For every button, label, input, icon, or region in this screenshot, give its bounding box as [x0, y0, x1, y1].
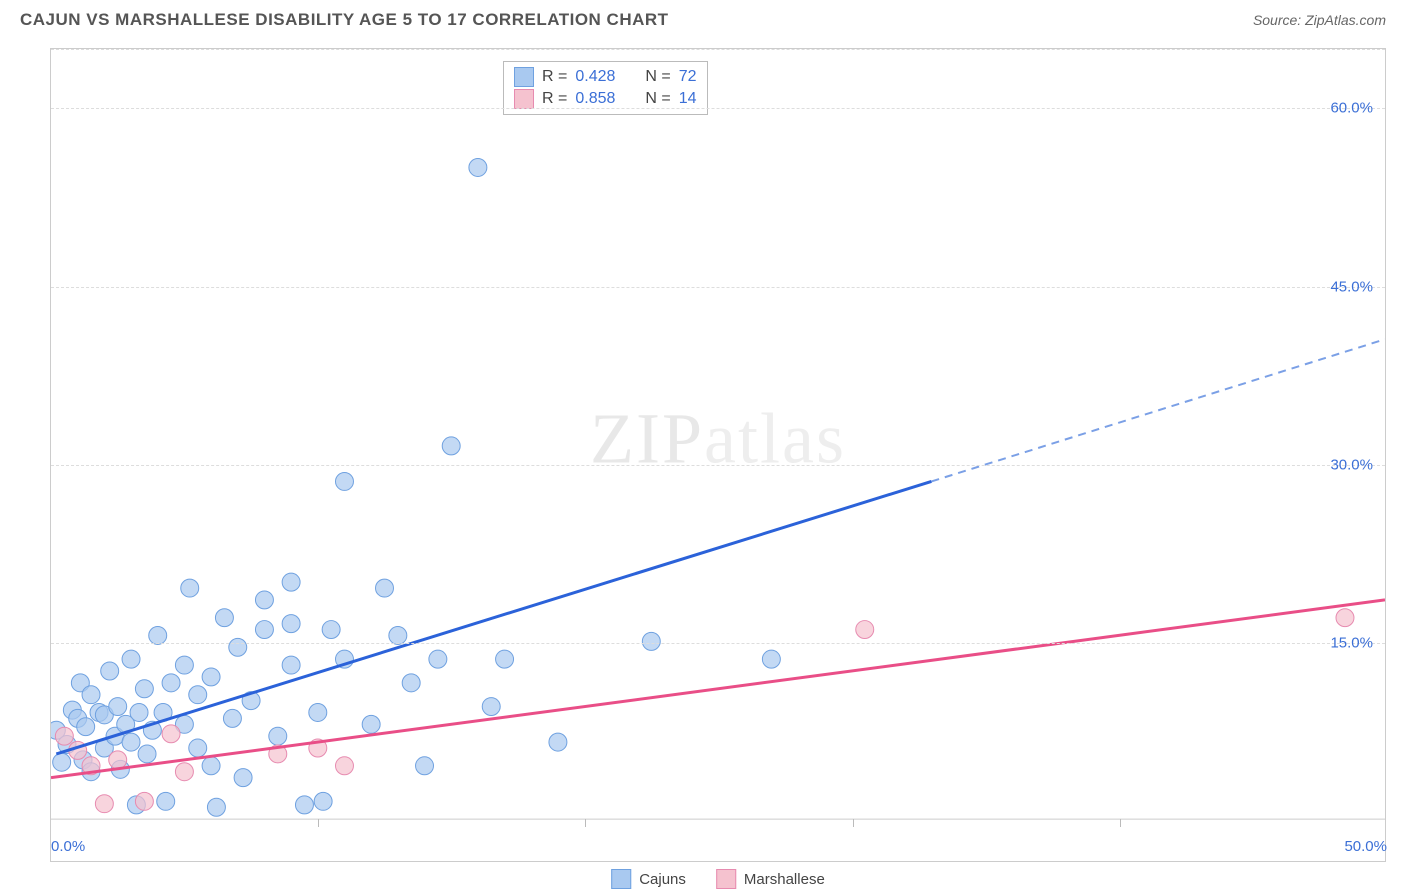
chart-header: CAJUN VS MARSHALLESE DISABILITY AGE 5 TO… — [0, 0, 1406, 38]
legend-swatch — [716, 869, 736, 889]
data-point — [496, 650, 514, 668]
data-point — [1336, 609, 1354, 627]
data-point — [181, 579, 199, 597]
data-point — [856, 621, 874, 639]
data-point — [175, 656, 193, 674]
gridline — [51, 465, 1385, 466]
legend-row: R = 0.428 N = 72 — [514, 66, 697, 88]
data-point — [130, 703, 148, 721]
data-point — [109, 751, 127, 769]
gridline — [51, 643, 1385, 644]
data-point — [109, 698, 127, 716]
scatter-plot-svg — [51, 49, 1385, 861]
data-point — [295, 796, 313, 814]
data-point — [282, 573, 300, 591]
data-point — [362, 715, 380, 733]
data-point — [416, 757, 434, 775]
data-point — [402, 674, 420, 692]
data-point — [482, 698, 500, 716]
data-point — [149, 626, 167, 644]
data-point — [162, 725, 180, 743]
legend-swatch — [514, 89, 534, 109]
data-point — [135, 680, 153, 698]
data-point — [469, 158, 487, 176]
data-point — [53, 753, 71, 771]
data-point — [255, 621, 273, 639]
chart-title: CAJUN VS MARSHALLESE DISABILITY AGE 5 TO… — [20, 10, 669, 30]
data-point — [255, 591, 273, 609]
data-point — [309, 703, 327, 721]
data-point — [282, 615, 300, 633]
x-tick-mark — [853, 819, 854, 827]
data-point — [442, 437, 460, 455]
legend-n-label: N = — [645, 68, 670, 86]
data-point — [762, 650, 780, 668]
chart-source: Source: ZipAtlas.com — [1253, 12, 1386, 28]
data-point — [229, 638, 247, 656]
series-legend: Cajuns Marshallese — [611, 869, 825, 889]
data-point — [549, 733, 567, 751]
data-point — [189, 739, 207, 757]
data-point — [95, 795, 113, 813]
data-point — [138, 745, 156, 763]
gridline — [51, 108, 1385, 109]
data-point — [55, 727, 73, 745]
gridline — [51, 287, 1385, 288]
data-point — [314, 792, 332, 810]
data-point — [322, 621, 340, 639]
legend-item: Marshallese — [716, 869, 825, 889]
data-point — [335, 757, 353, 775]
legend-n-label: N = — [645, 90, 670, 108]
data-point — [202, 757, 220, 775]
data-point — [122, 733, 140, 751]
y-tick-label: 45.0% — [1330, 278, 1373, 295]
data-point — [429, 650, 447, 668]
data-point — [175, 763, 193, 781]
correlation-legend: R = 0.428 N = 72 R = 0.858 N = 14 — [503, 61, 708, 115]
trend-line-extrapolated — [931, 339, 1385, 481]
gridline — [51, 49, 1385, 50]
legend-n-value: 72 — [679, 68, 697, 86]
data-point — [642, 632, 660, 650]
data-point — [202, 668, 220, 686]
data-point — [234, 769, 252, 787]
legend-swatch — [514, 67, 534, 87]
data-point — [189, 686, 207, 704]
data-point — [215, 609, 233, 627]
y-tick-label: 15.0% — [1330, 634, 1373, 651]
data-point — [376, 579, 394, 597]
legend-n-value: 14 — [679, 90, 697, 108]
data-point — [282, 656, 300, 674]
legend-label: Marshallese — [744, 871, 825, 888]
x-tick-mark — [318, 819, 319, 827]
data-point — [122, 650, 140, 668]
legend-label: Cajuns — [639, 871, 686, 888]
x-tick-label: 50.0% — [1344, 838, 1387, 855]
data-point — [135, 792, 153, 810]
legend-r-value: 0.428 — [575, 68, 615, 86]
data-point — [157, 792, 175, 810]
legend-row: R = 0.858 N = 14 — [514, 88, 697, 110]
data-point — [269, 727, 287, 745]
y-tick-label: 30.0% — [1330, 456, 1373, 473]
data-point — [335, 472, 353, 490]
data-point — [162, 674, 180, 692]
data-point — [223, 709, 241, 727]
data-point — [82, 686, 100, 704]
x-tick-mark — [1120, 819, 1121, 827]
legend-r-label: R = — [542, 68, 567, 86]
y-tick-label: 60.0% — [1330, 100, 1373, 117]
chart-plot-area: ZIPatlas R = 0.428N = 72R = 0.858N = 14 … — [50, 48, 1386, 862]
x-tick-label: 0.0% — [51, 838, 85, 855]
data-point — [389, 626, 407, 644]
legend-item: Cajuns — [611, 869, 686, 889]
data-point — [207, 798, 225, 816]
legend-r-value: 0.858 — [575, 90, 615, 108]
legend-swatch — [611, 869, 631, 889]
trend-line — [51, 600, 1385, 778]
data-point — [77, 718, 95, 736]
data-point — [101, 662, 119, 680]
x-tick-mark — [585, 819, 586, 827]
legend-r-label: R = — [542, 90, 567, 108]
